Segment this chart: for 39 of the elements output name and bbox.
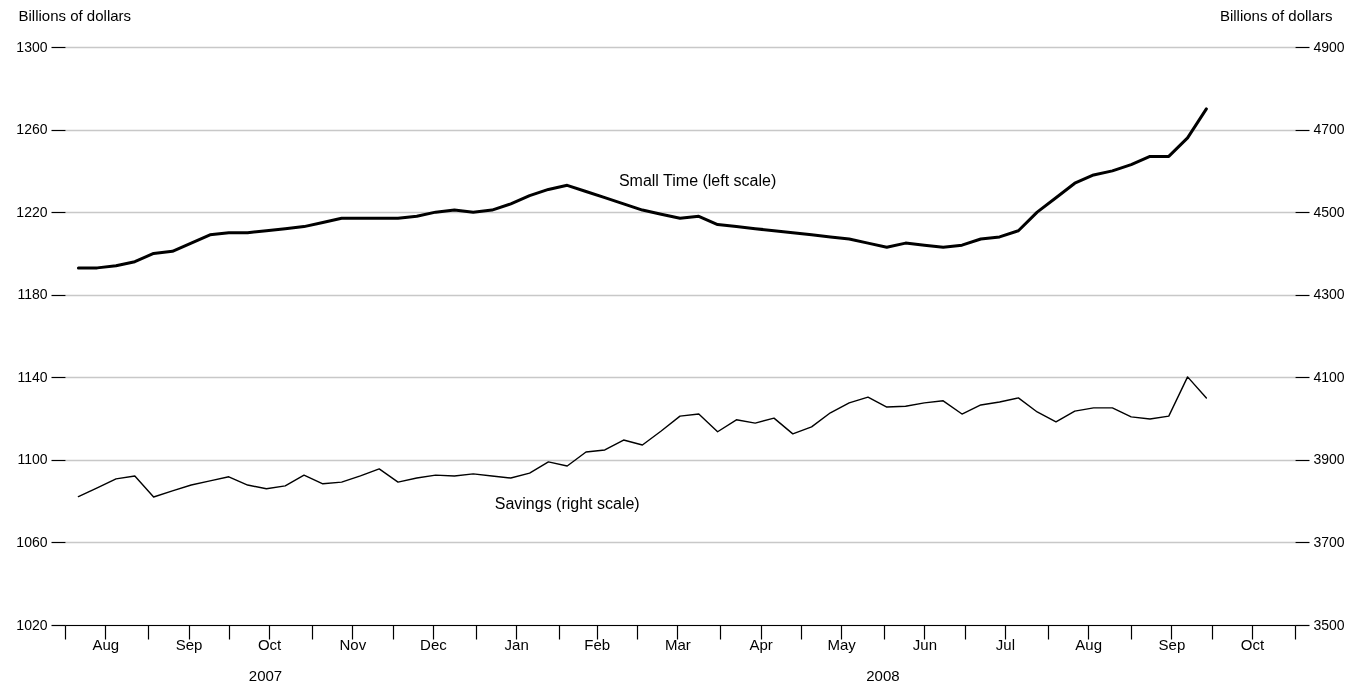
x-tick-label: Feb bbox=[584, 635, 611, 653]
y-tick-label: 1100 bbox=[17, 451, 48, 468]
y2-tick-label: 4300 bbox=[1313, 286, 1345, 303]
y2-tick-label: 3500 bbox=[1313, 616, 1345, 633]
x-tick-label: Dec bbox=[420, 635, 448, 653]
y2-tick-label: 4500 bbox=[1313, 203, 1345, 220]
x-tick-label: Mar bbox=[664, 635, 691, 653]
x-tick-label: May bbox=[827, 635, 857, 653]
x-tick-label: Aug bbox=[92, 635, 120, 653]
y-tick-label: 1140 bbox=[17, 368, 48, 385]
y2-tick-label: 3700 bbox=[1313, 533, 1345, 550]
x-tick-label: Nov bbox=[339, 635, 367, 653]
x-tick-label: Sep bbox=[175, 635, 203, 653]
line-series bbox=[76, 107, 1208, 270]
y-tick-label: 1020 bbox=[16, 616, 48, 633]
line-series bbox=[77, 376, 1208, 498]
y2-tick-label: 3900 bbox=[1313, 451, 1345, 468]
x-tick-label: Jun bbox=[912, 635, 937, 653]
series-label: Small Time (left scale) bbox=[618, 171, 777, 189]
x-tick-label: Apr bbox=[749, 635, 773, 653]
y2-tick-label: 4100 bbox=[1313, 368, 1345, 385]
y2-tick-label: 4700 bbox=[1313, 121, 1345, 138]
x-tick-label: Jan bbox=[504, 635, 529, 653]
y-tick-label: 1180 bbox=[17, 286, 48, 303]
x-tick-label: Aug bbox=[1075, 635, 1103, 653]
y-tick-label: 1220 bbox=[16, 203, 48, 220]
text: 2008 bbox=[866, 667, 900, 684]
x-tick-label: Oct bbox=[1240, 635, 1266, 653]
y-tick-label: 1260 bbox=[16, 121, 48, 138]
y-axis-title: Billions of dollars bbox=[18, 6, 132, 24]
series-label: Savings (right scale) bbox=[494, 495, 640, 513]
text: 2007 bbox=[248, 667, 283, 684]
x-tick-label: Oct bbox=[257, 635, 283, 653]
y-tick-label: 1060 bbox=[16, 533, 48, 550]
x-tick-label: Jul bbox=[995, 635, 1016, 653]
y2-tick-label: 4900 bbox=[1313, 38, 1345, 55]
y-tick-label: 1300 bbox=[16, 38, 48, 55]
x-tick-label: Sep bbox=[1158, 635, 1186, 653]
y2-axis-title: Billions of dollars bbox=[1219, 6, 1333, 24]
